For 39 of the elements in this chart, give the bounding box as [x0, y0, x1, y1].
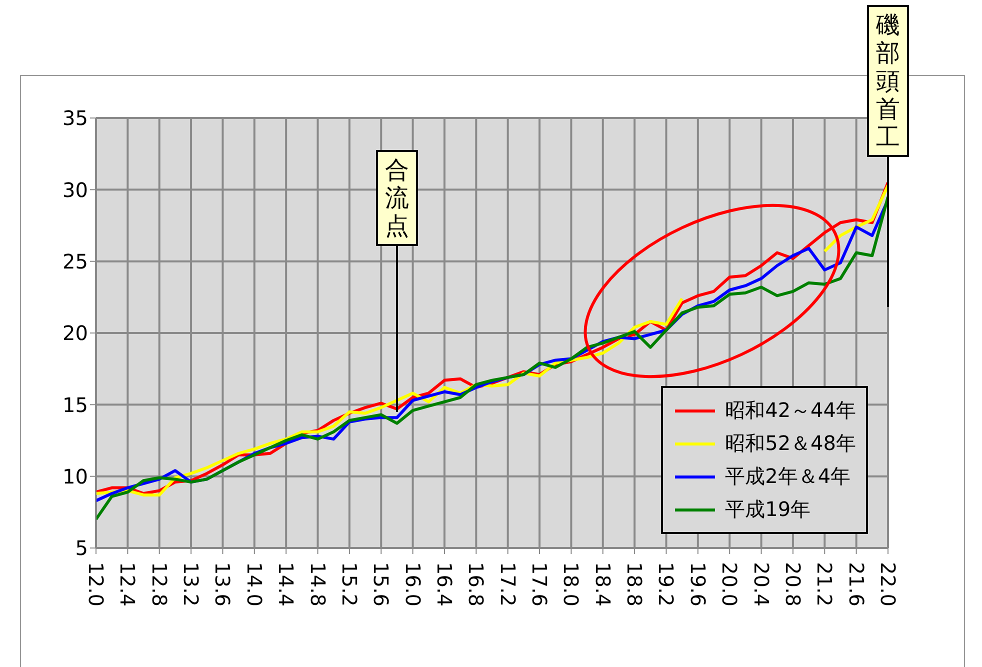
legend-label: 昭和52＆48年	[725, 430, 856, 457]
x-tick-label: 20.8	[780, 562, 805, 607]
y-tick-label: 30	[62, 178, 88, 202]
x-tick-label: 17.2	[496, 562, 520, 607]
x-tick-label: 20.0	[718, 562, 742, 607]
y-tick-label: 35	[62, 106, 88, 130]
y-tick-label: 10	[62, 464, 88, 488]
legend-label: 平成2年＆4年	[725, 463, 851, 490]
y-tick-label: 20	[62, 321, 88, 346]
x-tick-label: 13.2	[179, 562, 204, 607]
x-tick-label: 14.4	[274, 562, 298, 607]
x-tick-label: 22.0	[876, 562, 900, 607]
x-tick-label: 18.4	[590, 562, 615, 607]
x-tick-label: 14.8	[306, 562, 330, 607]
y-tick-label: 5	[75, 536, 88, 560]
x-tick-label: 18.8	[622, 562, 647, 607]
y-tick-label: 25	[62, 249, 88, 274]
x-tick-label: 16.0	[400, 562, 425, 607]
x-tick-label: 16.8	[464, 562, 488, 607]
x-tick-label: 12.0	[84, 562, 108, 607]
x-tick-label: 15.2	[337, 562, 362, 607]
x-tick-label: 20.4	[749, 562, 774, 607]
x-tick-label: 21.6	[844, 562, 868, 607]
x-tick-label: 13.6	[210, 562, 235, 607]
x-tick-label: 17.6	[528, 562, 552, 607]
x-tick-label: 21.2	[812, 562, 837, 607]
x-tick-label: 14.0	[242, 562, 266, 607]
x-tick-label: 12.4	[116, 562, 140, 607]
x-tick-label: 12.8	[147, 562, 172, 607]
x-tick-label: 18.0	[559, 562, 584, 607]
legend-label: 平成19年	[725, 496, 811, 523]
x-tick-label: 19.6	[686, 562, 710, 607]
x-tick-label: 16.4	[432, 562, 456, 607]
x-tick-label: 15.6	[369, 562, 394, 607]
y-tick-label: 15	[62, 392, 88, 417]
x-tick-label: 19.2	[654, 562, 678, 607]
legend-label: 昭和42～44年	[725, 397, 856, 424]
annotation: 磯部頭首工	[876, 11, 900, 151]
annotation: 合流点	[384, 156, 409, 240]
